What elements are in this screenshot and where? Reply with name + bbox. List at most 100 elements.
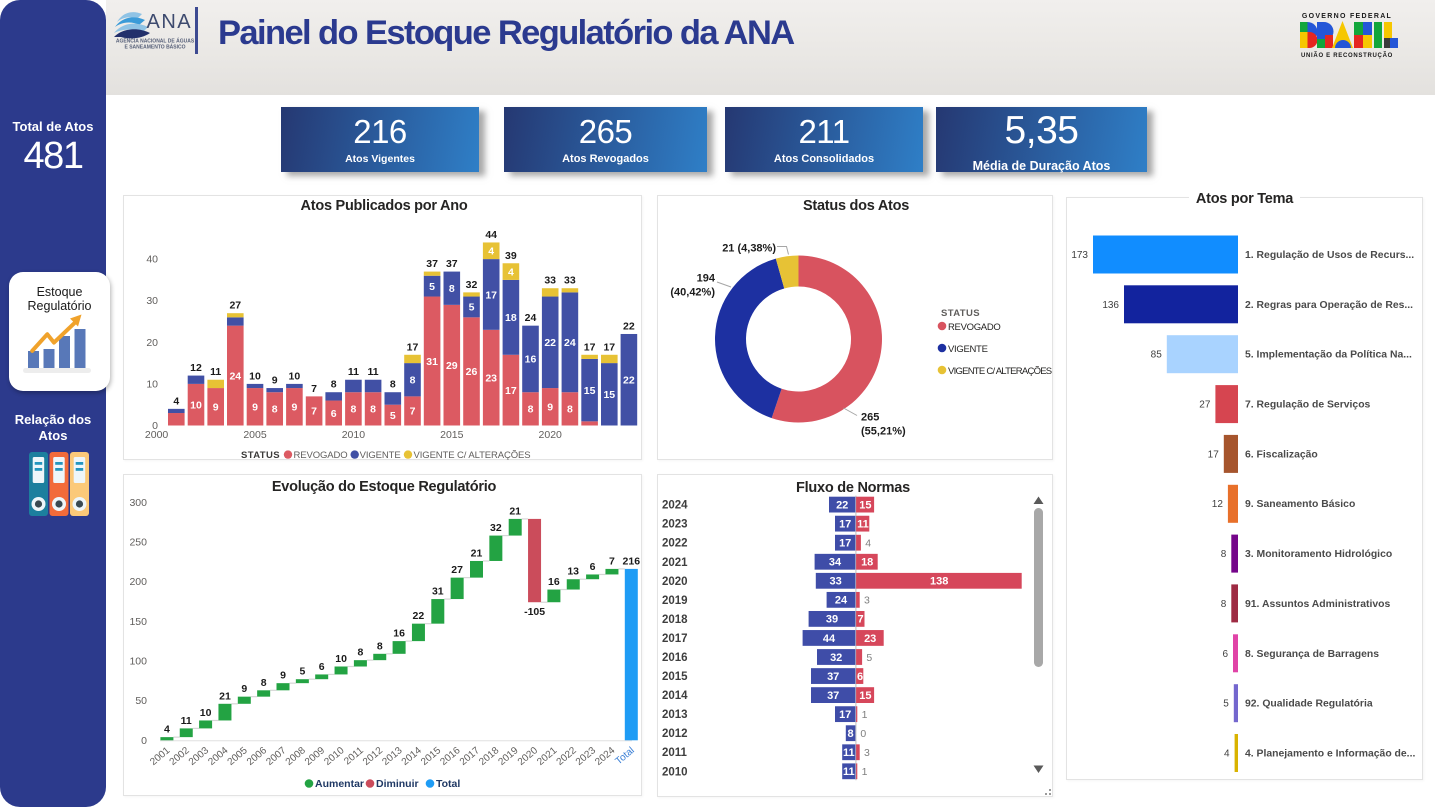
svg-text:6: 6 xyxy=(1222,649,1228,660)
svg-text:13: 13 xyxy=(567,566,579,578)
svg-text:8: 8 xyxy=(390,379,396,391)
svg-text:8: 8 xyxy=(350,404,356,416)
svg-text:250: 250 xyxy=(129,536,147,548)
svg-text:0: 0 xyxy=(860,728,866,740)
svg-text:2012: 2012 xyxy=(361,745,385,768)
svg-text:8: 8 xyxy=(377,640,383,652)
svg-text:6: 6 xyxy=(590,561,596,573)
svg-text:33: 33 xyxy=(564,275,576,287)
svg-text:Aumentar: Aumentar xyxy=(315,778,364,790)
svg-text:2012: 2012 xyxy=(662,728,688,740)
svg-text:REVOGADO: REVOGADO xyxy=(948,322,1001,333)
svg-text:9: 9 xyxy=(291,402,297,414)
svg-text:0: 0 xyxy=(141,735,147,747)
svg-text:91. Assuntos Administrativos: 91. Assuntos Administrativos xyxy=(1245,599,1391,610)
svg-text:5. Implementação da Política N: 5. Implementação da Política Na... xyxy=(1245,350,1412,361)
svg-text:9: 9 xyxy=(280,670,286,682)
svg-text:2003: 2003 xyxy=(187,745,211,768)
svg-text:7: 7 xyxy=(410,406,416,418)
svg-text:11: 11 xyxy=(181,715,192,727)
svg-text:Fluxo de Normas: Fluxo de Normas xyxy=(796,480,910,496)
svg-text:9: 9 xyxy=(213,402,219,414)
svg-text:92. Qualidade Regulatória: 92. Qualidade Regulatória xyxy=(1245,699,1373,710)
svg-text:17: 17 xyxy=(1208,449,1220,460)
svg-text:39: 39 xyxy=(826,614,838,626)
svg-text:11: 11 xyxy=(210,366,221,378)
svg-text:5: 5 xyxy=(469,302,475,314)
svg-text:5: 5 xyxy=(390,410,396,422)
svg-text:3: 3 xyxy=(864,595,870,607)
svg-text:2015: 2015 xyxy=(662,671,688,683)
svg-text:2022: 2022 xyxy=(555,745,579,768)
svg-text:2005: 2005 xyxy=(226,745,250,768)
svg-text:17: 17 xyxy=(485,289,497,301)
svg-text:2014: 2014 xyxy=(662,690,688,702)
svg-text:4. Planejamento e Informação d: 4. Planejamento e Informação de... xyxy=(1245,749,1415,760)
svg-text:31: 31 xyxy=(432,586,444,598)
svg-text:8: 8 xyxy=(1221,549,1227,560)
svg-text:2017: 2017 xyxy=(458,745,482,768)
svg-text:15: 15 xyxy=(859,499,871,511)
svg-text:Status dos Atos: Status dos Atos xyxy=(803,198,909,214)
svg-text:11: 11 xyxy=(843,766,855,778)
svg-text:21: 21 xyxy=(509,505,521,517)
svg-text:5: 5 xyxy=(1223,699,1229,710)
svg-text:17: 17 xyxy=(839,538,851,550)
svg-text:23: 23 xyxy=(485,372,497,384)
svg-text:21: 21 xyxy=(471,548,483,560)
svg-text:2015: 2015 xyxy=(440,429,464,441)
svg-text:11: 11 xyxy=(843,747,855,759)
svg-text:4: 4 xyxy=(164,724,170,736)
svg-text:Atos Publicados por Ano: Atos Publicados por Ano xyxy=(301,198,468,214)
svg-text:29: 29 xyxy=(446,360,458,372)
svg-text:11: 11 xyxy=(348,366,359,378)
svg-text:2024: 2024 xyxy=(662,500,688,512)
svg-text:18: 18 xyxy=(505,312,517,324)
svg-text:4: 4 xyxy=(488,246,494,258)
svg-text:2020: 2020 xyxy=(662,576,688,588)
svg-text:32: 32 xyxy=(830,652,842,664)
svg-text:AGÊNCIA NACIONAL DE ÁGUAS: AGÊNCIA NACIONAL DE ÁGUAS xyxy=(116,37,195,45)
svg-text:8: 8 xyxy=(272,404,278,416)
svg-text:VIGENTE C/ ALTERAÇÕES: VIGENTE C/ ALTERAÇÕES xyxy=(414,450,531,461)
svg-text:16: 16 xyxy=(548,576,560,588)
svg-text:11: 11 xyxy=(368,366,379,378)
svg-text:265: 265 xyxy=(861,412,879,424)
svg-text:2020: 2020 xyxy=(516,745,540,768)
svg-text:2013: 2013 xyxy=(380,745,404,768)
svg-text:2. Regras para Operação de Res: 2. Regras para Operação de Res... xyxy=(1245,300,1413,311)
svg-text:Evolução do Estoque Regulatóri: Evolução do Estoque Regulatório xyxy=(272,479,497,495)
svg-text:8: 8 xyxy=(848,728,854,740)
svg-text:17: 17 xyxy=(839,709,851,721)
svg-text:11: 11 xyxy=(857,519,869,531)
svg-text:9: 9 xyxy=(241,683,247,695)
svg-text:8: 8 xyxy=(567,404,573,416)
svg-text:16: 16 xyxy=(393,628,405,640)
svg-text:2010: 2010 xyxy=(342,429,366,441)
svg-text:10: 10 xyxy=(335,653,347,665)
svg-text:138: 138 xyxy=(930,576,948,588)
svg-text:2001: 2001 xyxy=(148,745,172,768)
svg-text:2024: 2024 xyxy=(593,745,617,768)
svg-text:VIGENTE C/ ALTERAÇÕES: VIGENTE C/ ALTERAÇÕES xyxy=(948,366,1052,377)
svg-text:2016: 2016 xyxy=(438,745,462,768)
svg-text:8: 8 xyxy=(357,647,363,659)
svg-text:21 (4,38%): 21 (4,38%) xyxy=(722,243,776,255)
svg-text:150: 150 xyxy=(129,616,147,628)
svg-text:VIGENTE: VIGENTE xyxy=(948,344,988,355)
svg-text:2022: 2022 xyxy=(662,538,688,550)
svg-text:10: 10 xyxy=(190,400,202,412)
svg-text:4: 4 xyxy=(508,266,514,278)
svg-text:2005: 2005 xyxy=(243,429,267,441)
svg-text:2015: 2015 xyxy=(419,745,443,768)
svg-text:34: 34 xyxy=(829,557,842,569)
svg-text:3: 3 xyxy=(864,747,870,759)
svg-text:2010: 2010 xyxy=(322,745,346,768)
svg-text:2018: 2018 xyxy=(662,614,688,626)
svg-text:32: 32 xyxy=(466,279,478,291)
svg-text:2021: 2021 xyxy=(535,745,559,768)
svg-text:8: 8 xyxy=(261,677,267,689)
svg-text:8: 8 xyxy=(370,404,376,416)
svg-text:VIGENTE: VIGENTE xyxy=(360,450,401,461)
svg-text:2020: 2020 xyxy=(539,429,563,441)
